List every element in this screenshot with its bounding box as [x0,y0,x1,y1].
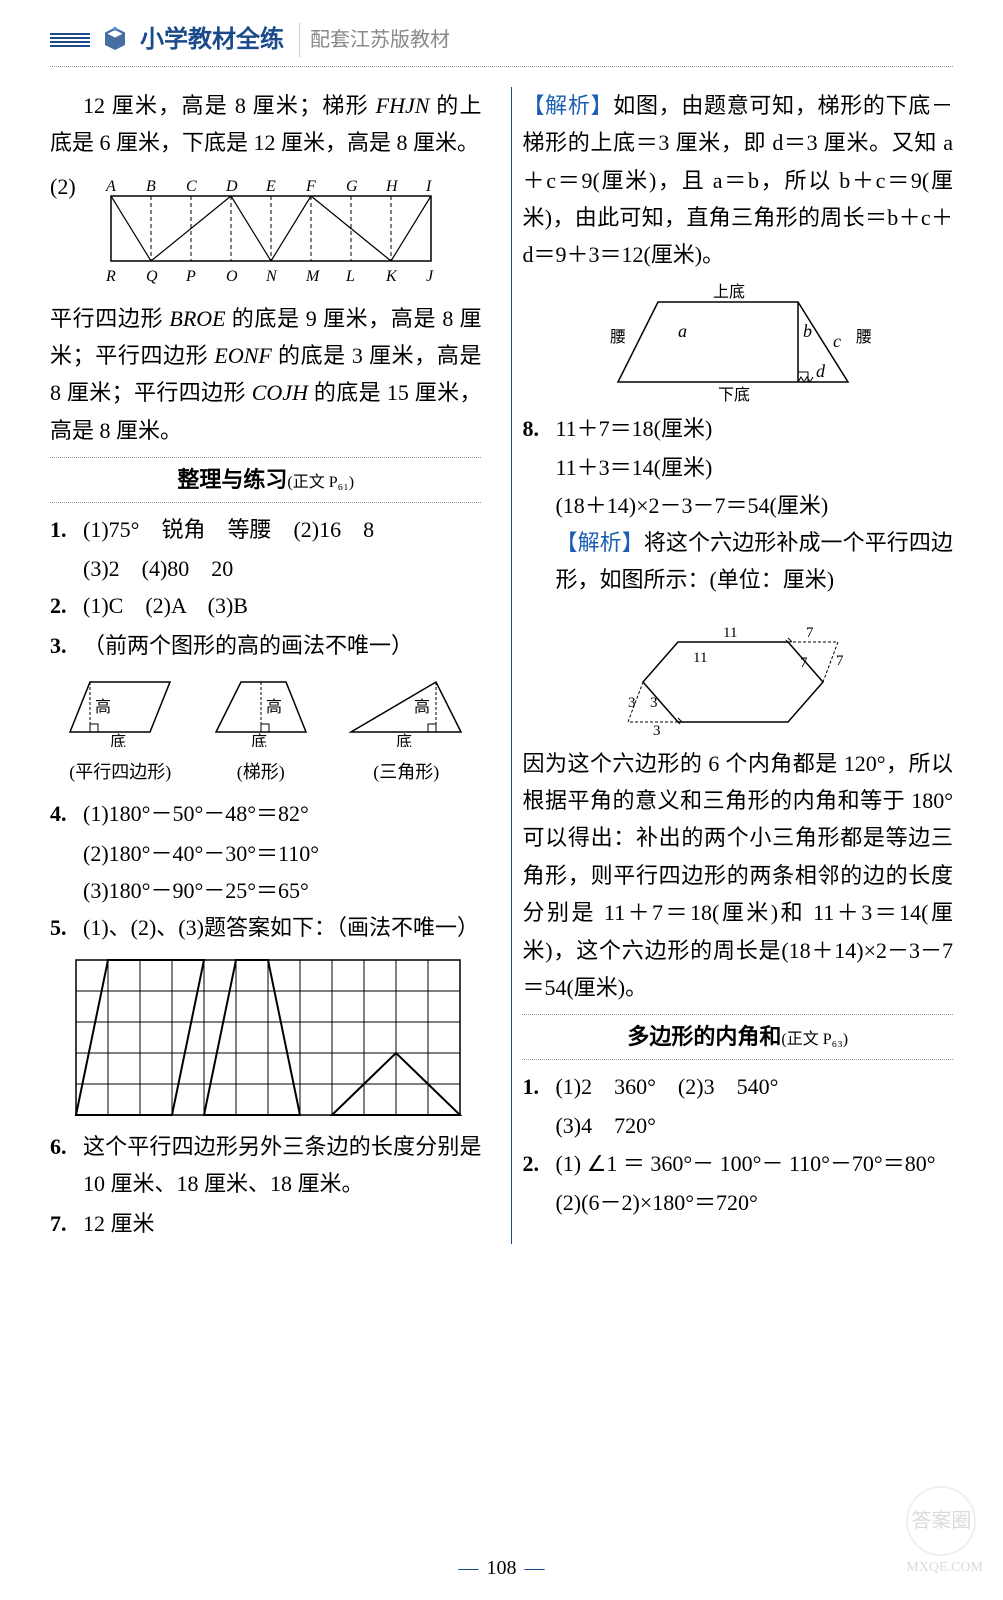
figure-1-wrapper: (2) A B C D E F G H I R Q P O N M L K J [50,168,481,294]
page-header: 小学教材全练 配套江苏版教材 [50,20,953,67]
svg-text:H: H [385,178,399,195]
r1: 1.(1)2 360° (2)3 540° [522,1068,953,1105]
hexagon-diagram: 11 7 7 7 11 3 3 3 [608,607,868,737]
svg-text:O: O [226,268,238,285]
svg-text:11: 11 [723,625,737,641]
svg-text:上底: 上底 [713,283,745,301]
q6: 6.这个平行四边形另外三条边的长度分别是 10 厘米、18 厘米、18 厘米。 [50,1128,481,1203]
figure-1-label: (2) [50,174,76,199]
header-title: 小学教材全练 [140,20,284,61]
book-icon [100,25,130,55]
q5: 5.(1)、(2)、(3)题答案如下：（画法不唯一） [50,909,481,946]
svg-text:Q: Q [146,268,158,285]
svg-text:高: 高 [414,698,430,716]
q3: 3.（前两个图形的高的画法不唯一） [50,627,481,664]
svg-text:下底: 下底 [718,386,750,402]
svg-text:高: 高 [95,698,111,716]
q4-2: (2)180°－40°－30°＝110° [50,835,481,872]
grid-diagram [66,955,466,1120]
svg-text:M: M [305,268,321,285]
svg-text:N: N [265,268,278,285]
shape-triangle: 高 底 (三角形) [346,672,466,787]
r2: 2.(1) ∠1 ＝ 360°－ 100°－ 110°－70°＝80° [522,1145,953,1182]
svg-text:3: 3 [650,695,658,711]
three-shapes-row: 高 底 (平行四边形) 高 底 (梯形) [50,672,481,787]
svg-text:F: F [305,178,316,195]
svg-text:腰: 腰 [856,328,872,346]
svg-text:C: C [186,178,197,195]
right-para-3: 因为这个六边形的 6 个内角都是 120°，所以根据平角的意义和三角形的内角和等… [522,745,953,1007]
svg-text:L: L [345,268,355,285]
q4-3: (3)180°－90°－25°＝65° [50,872,481,909]
header-subtitle: 配套江苏版教材 [299,23,450,57]
svg-text:7: 7 [806,625,814,641]
q1b: (3)2 (4)80 20 [50,550,481,587]
svg-text:底: 底 [251,733,267,747]
svg-text:K: K [385,268,398,285]
svg-text:R: R [105,268,116,285]
section-2-title: 多边形的内角和(正文 P₆₃) [522,1014,953,1059]
trapezoid-diagram: 上底 下底 腰 腰 a b c d [598,282,878,402]
shape-trapezoid: 高 底 (梯形) [206,672,316,787]
q8: 8.11＋7＝18(厘米) [522,410,953,447]
svg-text:A: A [105,178,116,195]
right-column: 【解析】如图，由题意可知，梯形的下底－梯形的上底＝3 厘米，即 d＝3 厘米。又… [511,87,953,1244]
left-column: 12 厘米，高是 8 厘米；梯形 FHJN 的上底是 6 厘米，下底是 12 厘… [50,87,491,1244]
svg-text:底: 底 [396,733,412,747]
svg-text:7: 7 [836,653,844,669]
watermark: 答案圈 MXQE.COM [906,1486,983,1580]
page-number: 108 [0,1551,1003,1585]
svg-text:P: P [185,268,196,285]
svg-text:D: D [225,178,238,195]
q8-2: 11＋3＝14(厘米) [522,449,953,486]
svg-text:J: J [426,268,434,285]
analysis-1: 【解析】如图，由题意可知，梯形的下底－梯形的上底＝3 厘米，即 d＝3 厘米。又… [522,87,953,274]
svg-text:b: b [803,321,812,341]
r1b: (3)4 720° [522,1107,953,1144]
svg-text:底: 底 [110,733,126,747]
shape-parallelogram: 高 底 (平行四边形) [65,672,175,787]
svg-text:高: 高 [266,698,282,716]
svg-text:c: c [833,331,841,351]
left-para-2: 平行四边形 BROE 的底是 9 厘米，高是 8 厘米；平行四边形 EONF 的… [50,300,481,450]
svg-text:I: I [425,178,432,195]
svg-text:11: 11 [693,650,707,666]
svg-text:7: 7 [800,655,808,671]
content-columns: 12 厘米，高是 8 厘米；梯形 FHJN 的上底是 6 厘米，下底是 12 厘… [50,87,953,1244]
analysis-2: 【解析】将这个六边形补成一个平行四边形，如图所示：(单位：厘米) [522,524,953,599]
svg-text:3: 3 [628,695,636,711]
q7: 7.12 厘米 [50,1205,481,1242]
r2-2: (2)(6－2)×180°＝720° [522,1184,953,1221]
section-1-title: 整理与练习(正文 P₆₁) [50,457,481,502]
svg-text:3: 3 [653,723,661,737]
q8-3: (18＋14)×2－3－7＝54(厘米) [522,487,953,524]
header-decor-lines [50,31,90,49]
svg-text:B: B [146,178,156,195]
svg-text:a: a [678,321,687,341]
q4: 4.(1)180°－50°－48°＝82° [50,795,481,832]
q1: 1.(1)75° 锐角 等腰 (2)16 8 [50,511,481,548]
svg-text:d: d [816,361,826,381]
svg-text:G: G [346,178,358,195]
svg-text:腰: 腰 [610,328,626,346]
svg-text:E: E [265,178,276,195]
figure-1-diagram: A B C D E F G H I R Q P O N M L K J [81,176,441,286]
left-para-1: 12 厘米，高是 8 厘米；梯形 FHJN 的上底是 6 厘米，下底是 12 厘… [50,87,481,162]
q2: 2.(1)C (2)A (3)B [50,587,481,624]
